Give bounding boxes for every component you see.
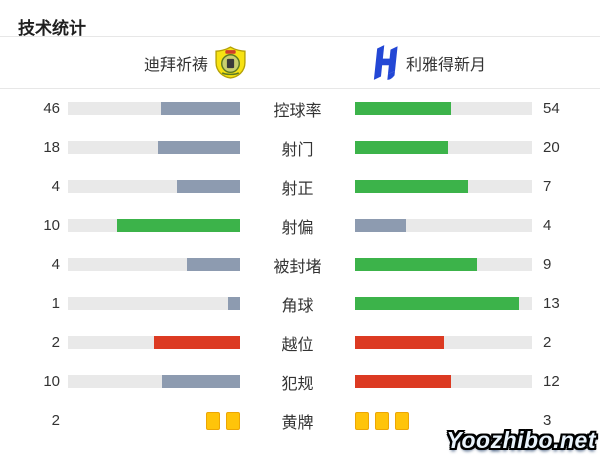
away-bar-fill — [355, 375, 452, 388]
home-bar-track — [68, 336, 240, 349]
stat-row: 10 射偏 4 — [0, 206, 600, 245]
away-team-crest-icon — [372, 44, 399, 81]
away-yellow-cards — [355, 411, 532, 430]
home-bar-track — [68, 219, 240, 232]
home-value: 10 — [43, 373, 60, 390]
yellow-card-icon — [375, 411, 389, 430]
away-bar-track — [355, 219, 532, 232]
stat-row: 18 射门 20 — [0, 128, 600, 167]
away-bar-fill — [355, 141, 449, 154]
away-bar-fill — [355, 258, 478, 271]
stat-label: 被封堵 — [273, 258, 322, 276]
away-bar-fill — [355, 102, 451, 115]
home-bar-fill — [187, 258, 240, 271]
home-value: 4 — [51, 256, 60, 273]
home-bar-fill — [177, 180, 240, 193]
away-team-name: 利雅得新月 — [406, 56, 487, 74]
away-value: 7 — [543, 178, 552, 195]
away-bar-track — [355, 375, 532, 388]
stat-row: 10 犯规 12 — [0, 362, 600, 401]
away-value: 54 — [543, 100, 560, 117]
home-bar-fill — [154, 336, 240, 349]
away-value: 2 — [543, 334, 552, 351]
home-value: 2 — [51, 412, 60, 429]
away-bar-track — [355, 141, 532, 154]
stat-label: 控球率 — [273, 102, 322, 120]
stat-row: 2 黄牌 3 — [0, 401, 600, 440]
home-bar-fill — [227, 297, 240, 310]
home-bar-track — [68, 258, 240, 271]
stat-row: 46 控球率 54 — [0, 89, 600, 128]
yellow-card-icon — [206, 411, 220, 430]
watermark: Yoozhibo.net — [446, 427, 596, 453]
away-bar-fill — [355, 180, 468, 193]
stat-label: 射门 — [281, 141, 314, 159]
yellow-card-icon — [395, 411, 409, 430]
away-value: 13 — [543, 295, 560, 312]
stat-label: 黄牌 — [281, 414, 314, 432]
stat-row: 4 射正 7 — [0, 167, 600, 206]
home-value: 4 — [51, 178, 60, 195]
away-bar-track — [355, 180, 532, 193]
home-value: 10 — [43, 217, 60, 234]
yellow-card-icon — [355, 411, 369, 430]
home-bar-track — [68, 102, 240, 115]
away-team-header: 利雅得新月 — [300, 44, 600, 81]
home-value: 18 — [43, 139, 60, 156]
away-value: 20 — [543, 139, 560, 156]
home-value: 46 — [43, 100, 60, 117]
top-divider — [0, 36, 600, 37]
home-bar-track — [68, 297, 240, 310]
home-bar-fill — [161, 375, 240, 388]
away-bar-fill — [355, 336, 444, 349]
stat-row: 1 角球 13 — [0, 284, 600, 323]
home-bar-fill — [158, 141, 240, 154]
home-bar-track — [68, 180, 240, 193]
stat-label: 犯规 — [281, 375, 314, 393]
home-team-name: 迪拜祈祷 — [143, 56, 208, 74]
home-team-header: 迪拜祈祷 — [0, 46, 300, 79]
away-bar-fill — [355, 219, 406, 232]
teams-header: 迪拜祈祷 利雅得新月 — [0, 37, 600, 88]
away-bar-track — [355, 297, 532, 310]
home-yellow-cards — [68, 411, 240, 430]
away-value: 12 — [543, 373, 560, 390]
home-value: 1 — [51, 295, 60, 312]
away-value: 9 — [543, 256, 552, 273]
home-bar-fill — [160, 102, 240, 115]
away-bar-fill — [355, 297, 520, 310]
away-bar-track — [355, 258, 532, 271]
stat-row: 4 被封堵 9 — [0, 245, 600, 284]
away-bar-track — [355, 102, 532, 115]
home-team-crest-icon — [214, 46, 247, 79]
header-divider — [0, 88, 600, 89]
stat-row: 2 越位 2 — [0, 323, 600, 362]
home-value: 2 — [51, 334, 60, 351]
home-bar-track — [68, 375, 240, 388]
stat-label: 射正 — [281, 180, 314, 198]
home-bar-fill — [117, 219, 240, 232]
away-value: 4 — [543, 217, 552, 234]
stat-label: 射偏 — [281, 219, 314, 237]
away-value: 3 — [543, 412, 552, 429]
stat-label: 角球 — [281, 297, 314, 315]
home-bar-track — [68, 141, 240, 154]
stats-list: 46 控球率 54 18 射门 20 4 射正 — [0, 89, 600, 440]
away-bar-track — [355, 336, 532, 349]
stat-label: 越位 — [281, 336, 314, 354]
page-title: 技术统计 — [18, 19, 86, 38]
yellow-card-icon — [226, 411, 240, 430]
